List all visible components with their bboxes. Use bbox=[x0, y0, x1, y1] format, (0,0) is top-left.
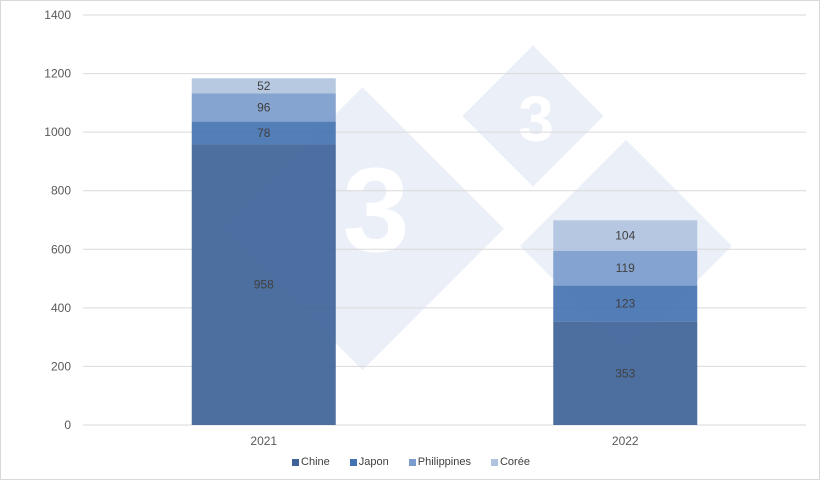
legend-item: Philippines bbox=[408, 456, 471, 468]
bar-chine-2022 bbox=[553, 321, 698, 425]
watermark-text: 3 bbox=[518, 83, 554, 155]
bar-corée-2021 bbox=[191, 78, 336, 94]
watermark-text: 3 bbox=[343, 143, 410, 277]
y-tick-label: 800 bbox=[51, 184, 71, 198]
y-tick-label: 1400 bbox=[44, 8, 71, 22]
y-tick-label: 0 bbox=[64, 418, 71, 432]
bar-philippines-2022 bbox=[553, 250, 698, 286]
data-label: 119 bbox=[616, 261, 635, 275]
legend: Chine Japon Philippines Corée bbox=[1, 456, 820, 469]
x-tick-label: 2022 bbox=[612, 434, 639, 448]
legend-label: Chine bbox=[301, 456, 330, 468]
x-tick-label: 2021 bbox=[250, 434, 277, 448]
bar-chine-2021 bbox=[191, 144, 336, 425]
y-tick-label: 400 bbox=[51, 301, 71, 315]
data-label: 52 bbox=[257, 79, 271, 93]
data-label: 958 bbox=[254, 278, 274, 292]
legend-swatch bbox=[349, 458, 357, 466]
legend-item: Corée bbox=[490, 456, 530, 468]
legend-item: Japon bbox=[349, 456, 389, 468]
bar-corée-2022 bbox=[553, 220, 698, 251]
data-label: 104 bbox=[615, 229, 635, 243]
bar-japon-2022 bbox=[553, 285, 698, 322]
data-label: 353 bbox=[615, 366, 635, 380]
legend-label: Japon bbox=[358, 456, 389, 468]
legend-swatch bbox=[408, 458, 416, 466]
y-tick-label: 600 bbox=[51, 242, 71, 256]
data-label: 96 bbox=[257, 101, 271, 115]
data-label: 78 bbox=[257, 126, 271, 140]
legend-swatch bbox=[490, 458, 498, 466]
y-tick-label: 1000 bbox=[44, 125, 71, 139]
data-label: 123 bbox=[615, 297, 635, 311]
y-tick-label: 1200 bbox=[44, 67, 71, 81]
legend-swatch bbox=[292, 458, 300, 466]
legend-label: Corée bbox=[499, 456, 530, 468]
bar-philippines-2021 bbox=[191, 93, 336, 122]
y-tick-label: 200 bbox=[51, 359, 71, 373]
legend-label: Philippines bbox=[417, 456, 471, 468]
bar-japon-2021 bbox=[191, 121, 336, 145]
legend-item: Chine bbox=[292, 456, 330, 468]
